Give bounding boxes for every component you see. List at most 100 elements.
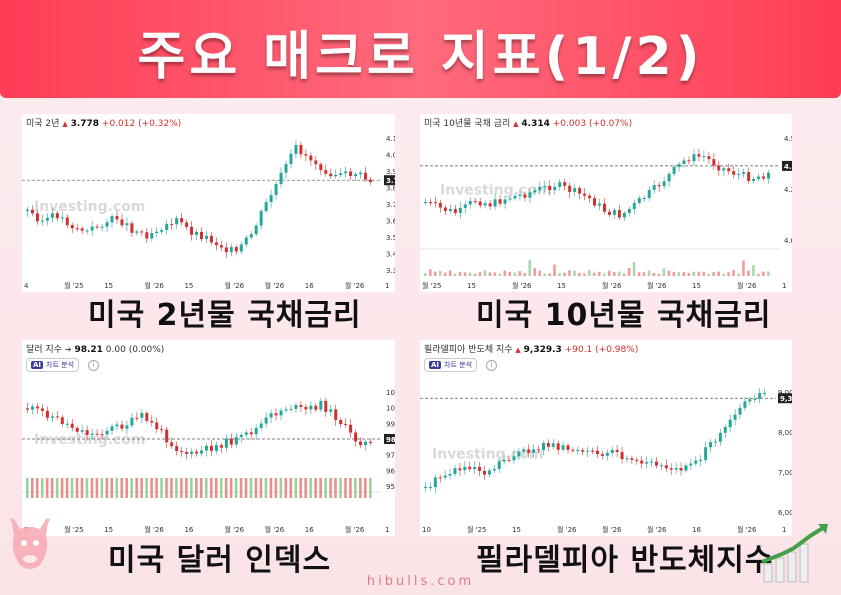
y-tick-label: 100.00 [386, 405, 395, 413]
candle-body [190, 226, 194, 235]
candle-body [712, 159, 716, 166]
price-tag-label: 4.3140 [784, 163, 792, 171]
candle-body [448, 474, 452, 476]
volume-bar [433, 271, 437, 276]
volume-bar [657, 273, 661, 276]
x-tick-label: 16 [692, 526, 701, 534]
volume-bar [747, 270, 750, 276]
volume-bar [269, 478, 273, 498]
volume-bar [289, 478, 293, 498]
candle-body [662, 181, 666, 187]
volume-bar [468, 272, 472, 276]
price-chart[interactable]: Investing.com 4.5000 4.2500 4.0000 4.3140 월 '… [420, 114, 792, 292]
volume-bar [627, 267, 631, 276]
candle-body [659, 465, 663, 467]
candle-body [45, 217, 49, 221]
candle-body [757, 176, 761, 180]
volume-bar [737, 273, 740, 276]
price-chart[interactable]: Investing.com101.00100.0099.0098.0097.00… [22, 340, 395, 536]
instrument-name: 달러 지수 [26, 345, 62, 355]
candle-body [453, 468, 457, 475]
candle-body [269, 194, 273, 203]
volume-bar [493, 272, 497, 276]
candle-body [70, 423, 74, 428]
volume-bar [722, 273, 725, 276]
candle-body [80, 228, 84, 231]
candle-body [591, 450, 595, 452]
chart-panel-us2y[interactable]: Investing.com4.10004.00003.90003.80003.7… [22, 114, 395, 292]
candle-body [50, 213, 54, 218]
volume-bar [727, 272, 730, 276]
y-tick-label: 97.00 [386, 452, 395, 460]
candle-body [758, 393, 762, 399]
candle-body [630, 458, 634, 460]
change-value: +0.012 [101, 119, 136, 129]
volume-bar [309, 478, 312, 498]
price-chart[interactable]: Investing.com 9,000 8,000 7,000 6,000 9,329.3… [420, 340, 792, 536]
volume-bar [294, 478, 298, 498]
x-tick-label: 월 '26 [225, 525, 245, 534]
candle-body [637, 198, 641, 203]
quote-header: 달러 지수 ➔ 98.21 0.00 (0.00%) [26, 342, 164, 355]
candle-body [105, 222, 109, 227]
chart-panel-sox[interactable]: Investing.com 9,000 8,000 7,000 6,000 9,329.3… [420, 340, 792, 536]
candle-body [110, 426, 114, 431]
candle-body [543, 185, 547, 187]
volume-bar [687, 273, 691, 276]
volume-bar [254, 478, 258, 498]
candle-body [707, 156, 711, 160]
candle-body [502, 459, 506, 462]
ai-chart-analysis-button[interactable]: AI 차트 분석 [424, 358, 478, 372]
chart-panel-us10y[interactable]: Investing.com 4.5000 4.2500 4.0000 4.3140 월 '… [420, 114, 792, 292]
volume-bar [523, 273, 527, 276]
investing-watermark: Investing.com [440, 183, 551, 199]
volume-bar [752, 264, 755, 276]
volume-bar [448, 270, 452, 276]
volume-bar [135, 478, 138, 498]
volume-bar [637, 272, 641, 276]
candle-body [294, 405, 298, 409]
price-tag-box [778, 393, 792, 404]
x-tick-label: 15 [692, 282, 701, 290]
candle-body [180, 451, 184, 453]
volume-bar [593, 272, 596, 276]
candle-body [85, 430, 89, 436]
candle-body [165, 429, 169, 443]
x-tick-label: 월 '26 [557, 525, 577, 534]
instrument-name: 미국 10년물 국채 금리 [424, 119, 511, 129]
volume-bar [717, 271, 720, 276]
price-chart[interactable]: Investing.com4.10004.00003.90003.80003.7… [22, 114, 395, 292]
candle-body [677, 163, 681, 167]
info-icon[interactable]: i [486, 360, 497, 371]
caption-dxy: 미국 달러 인덱스 [108, 543, 332, 578]
ai-chart-analysis-button[interactable]: AI 차트 분석 [26, 358, 80, 372]
volume-bar [45, 478, 49, 498]
candle-body [35, 406, 39, 409]
chart-panel-dxy[interactable]: Investing.com101.00100.0099.0098.0097.00… [22, 340, 395, 536]
candle-body [26, 209, 29, 211]
x-tick-label: 15 [184, 282, 193, 290]
candle-body [339, 419, 343, 425]
candle-body [612, 210, 616, 215]
candle-body [483, 203, 487, 206]
candle-body [733, 414, 737, 420]
volume-bar [588, 270, 591, 276]
candle-body [65, 217, 69, 226]
change-percent: (+0.07%) [588, 119, 633, 129]
info-icon[interactable]: i [88, 360, 99, 371]
x-tick-label: 15 [512, 526, 521, 534]
volume-bar [50, 478, 54, 498]
volume-bar [503, 270, 507, 276]
candle-body [40, 220, 44, 222]
volume-bar [55, 478, 59, 498]
candle-body [697, 154, 701, 157]
candle-body [581, 450, 585, 452]
x-tick-label: 15 [467, 282, 476, 290]
y-tick-label: 95.00 [386, 483, 395, 491]
candle-body [622, 213, 626, 218]
volume-bar [195, 478, 198, 498]
candle-body [244, 432, 248, 435]
candle-body [264, 202, 268, 212]
price-tag-box [384, 434, 395, 444]
candle-body [632, 202, 636, 209]
